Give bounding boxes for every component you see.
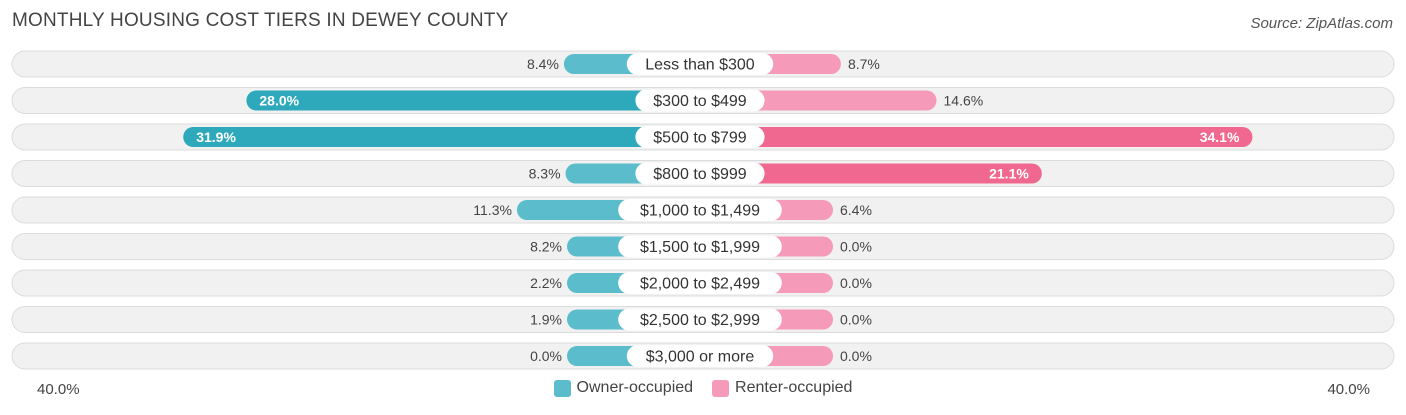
owner-value-label: 28.0% [259, 93, 299, 109]
renter-value-label: 14.6% [944, 93, 984, 109]
legend: Owner-occupied Renter-occupied [0, 379, 1406, 397]
owner-value-label: 8.4% [527, 56, 559, 72]
legend-owner-label: Owner-occupied [576, 379, 694, 396]
legend-renter-label: Renter-occupied [735, 379, 853, 396]
category-label: $2,500 to $2,999 [640, 312, 760, 329]
category-label: $1,000 to $1,499 [640, 203, 760, 220]
category-label: Less than $300 [645, 57, 755, 74]
renter-value-label: 0.0% [840, 239, 872, 255]
renter-bar [700, 127, 1253, 147]
renter-value-label: 6.4% [840, 202, 872, 218]
legend-item-owner: Owner-occupied [553, 379, 694, 397]
category-label: $2,000 to $2,499 [640, 276, 760, 293]
legend-owner-swatch [553, 379, 571, 397]
axis-left-label: 40.0% [37, 381, 80, 398]
owner-value-label: 0.0% [530, 348, 562, 364]
renter-value-label: 0.0% [840, 275, 872, 291]
chart-plot: 8.4% 8.7% Less than $300 28.0% 14.6% $300 to … [11, 50, 1395, 370]
renter-value-label: 34.1% [1200, 129, 1240, 145]
category-label: $1,500 to $1,999 [640, 239, 760, 256]
owner-value-label: 8.3% [529, 166, 561, 182]
category-pill [618, 308, 782, 331]
category-pill [618, 272, 782, 294]
category-pill [635, 162, 765, 185]
chart-title: MONTHLY HOUSING COST TIERS IN DEWEY COUN… [12, 10, 509, 31]
category-label: $3,000 or more [646, 349, 755, 366]
owner-value-label: 2.2% [530, 275, 562, 291]
renter-value-label: 0.0% [840, 312, 872, 328]
owner-value-label: 11.3% [473, 202, 512, 218]
renter-value-label: 0.0% [840, 348, 872, 364]
legend-renter-swatch [712, 379, 730, 397]
renter-bar [700, 163, 1042, 184]
category-pill [635, 126, 765, 148]
category-label: $500 to $799 [653, 130, 747, 147]
category-pill [626, 345, 774, 367]
category-label: $300 to $499 [653, 93, 747, 110]
owner-value-label: 8.2% [530, 239, 562, 255]
legend-item-renter: Renter-occupied [712, 379, 852, 397]
owner-bar [246, 90, 700, 111]
category-label: $800 to $999 [653, 166, 747, 183]
axis-right-label: 40.0% [1327, 381, 1370, 398]
owner-bar [183, 127, 701, 147]
category-pill [618, 235, 782, 258]
renter-value-label: 8.7% [848, 56, 880, 72]
category-pill [618, 199, 782, 221]
category-pill [635, 89, 765, 112]
renter-value-label: 21.1% [989, 166, 1029, 182]
category-pill [626, 53, 774, 75]
owner-value-label: 31.9% [196, 129, 236, 145]
owner-value-label: 1.9% [530, 312, 562, 328]
source-note: Source: ZipAtlas.com [1250, 15, 1393, 32]
